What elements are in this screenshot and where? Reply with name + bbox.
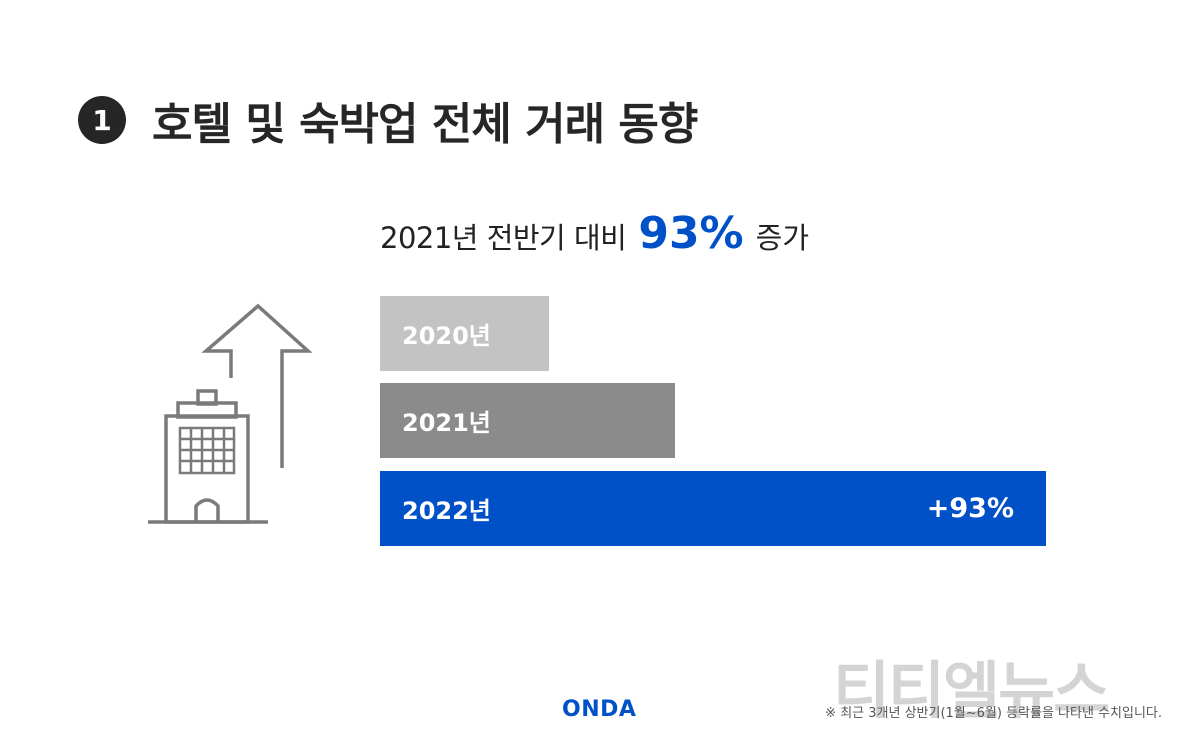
- page-title: 호텔 및 숙박업 전체 거래 동향: [152, 99, 698, 150]
- bar-2022: 2022년 +93%: [380, 471, 1046, 546]
- building-with-up-arrow-icon: [140, 298, 313, 532]
- bar-2021: 2021년: [380, 383, 675, 458]
- chart-subtitle: 2021년 전반기 대비 93% 증가: [380, 208, 809, 259]
- bar-label-2022: 2022년: [402, 497, 491, 525]
- footnote: ※ 최근 3개년 상반기(1월~6월) 등락률을 나타낸 수치입니다.: [825, 706, 1162, 721]
- onda-logo: ONDA: [562, 697, 637, 722]
- section-header: 1 호텔 및 숙박업 전체 거래 동향: [78, 88, 698, 152]
- subtitle-highlight: 93%: [638, 208, 744, 259]
- section-number-badge: 1: [78, 96, 126, 144]
- bar-label-2020: 2020년: [402, 322, 491, 350]
- subtitle-prefix: 2021년 전반기 대비: [380, 221, 627, 255]
- bar-label-2021: 2021년: [402, 409, 491, 437]
- watermark: 티티엘뉴스: [833, 654, 1110, 727]
- bar-2020: 2020년: [380, 296, 549, 371]
- subtitle-suffix: 증가: [755, 221, 810, 255]
- bar-data-label-2022: +93%: [926, 493, 1014, 524]
